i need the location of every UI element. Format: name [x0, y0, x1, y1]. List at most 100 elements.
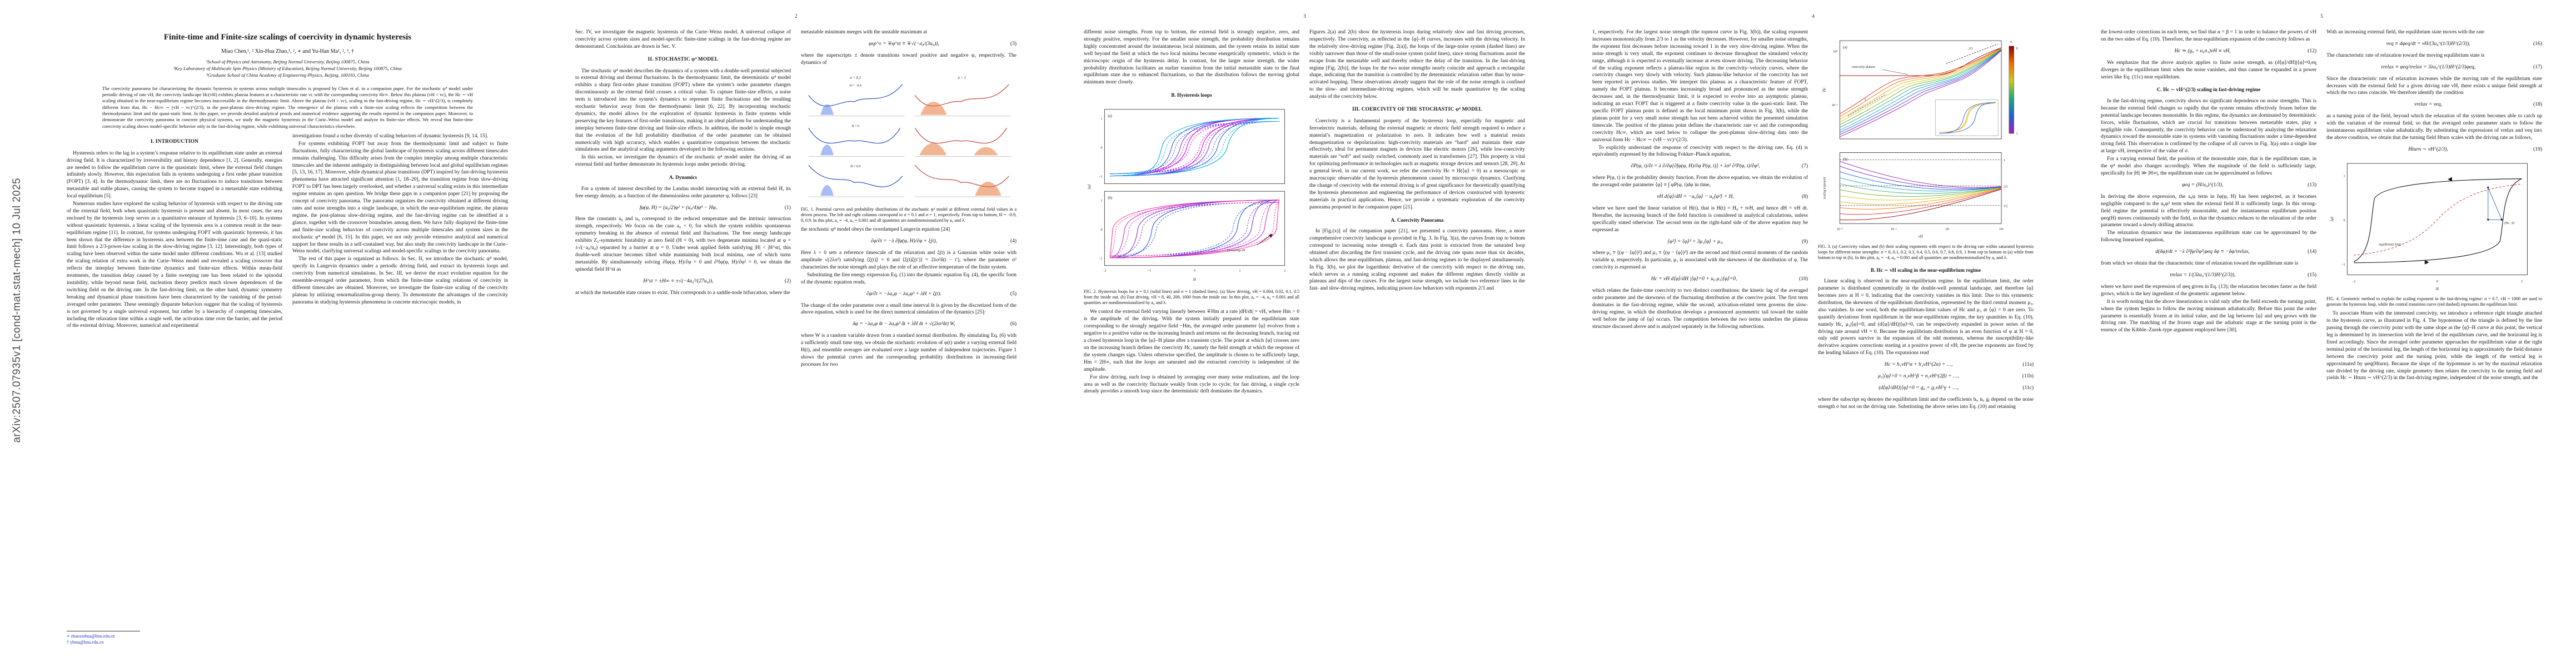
figure-2-caption: FIG. 2. Hysteresis loops for σ = 0.1 (so… — [1084, 288, 1299, 306]
paragraph: We emphasize that the above analysis app… — [2101, 59, 2316, 80]
equation-16: veq ≡ dφeq/dt = vH/(3u₀^(1/3)H^(2/3)), (… — [2326, 41, 2542, 48]
exponent-curve — [1840, 188, 2002, 221]
equation-number: (6) — [1010, 321, 1017, 327]
slope-guide-fast — [1946, 43, 1999, 64]
equation-body: fφ(φ, H) = (a₀/2)φ² + (u₀/4)φ⁴ − Hφ, — [639, 205, 718, 211]
page-5: 5 the lowest-order corrections in each t… — [2067, 0, 2576, 667]
loop-arrow-right — [2424, 260, 2429, 265]
equation-body: Hturn ∼ vH^(2/3), — [2408, 146, 2448, 152]
equation-number: (2) — [784, 278, 791, 284]
potential-curve — [808, 127, 901, 143]
page-number: 4 — [1812, 13, 1815, 19]
exponent-curve — [1840, 161, 2002, 188]
figure-3-caption: FIG. 3. (a) Coercivity values and (b) th… — [1818, 244, 2034, 261]
equation-body: ⟨φ³⟩ = ⟨φ⟩³ + 3μ₂⟨φ⟩ + μ₃, — [1667, 238, 1723, 245]
x-tick: 10⁻³ — [1837, 228, 1843, 231]
page-4: 4 1, respectively. For the largest noise… — [1559, 0, 2067, 667]
probability-distribution — [820, 185, 834, 196]
figure-2-plot: (a) (b) — [1087, 109, 1285, 282]
paragraph: The characteristic rate of relaxation to… — [2326, 52, 2485, 58]
y-tick: 1 — [1100, 200, 1102, 203]
y-tick: 1 — [2343, 175, 2345, 178]
page3-left-column: different noise strengths. From top to b… — [1084, 29, 1299, 396]
probability-distribution — [919, 142, 947, 156]
x-tick: 0 — [2437, 280, 2438, 283]
figure-3-plot: (a) (b) — [1823, 40, 2018, 239]
equation-4: ∂φ/∂t = −λ ∂fφ(φ, H)/∂φ + ξ(t), (4) — [801, 238, 1017, 245]
hysteresis-loop-dashed — [1110, 202, 1279, 257]
hysteresis-loop-dashed — [1110, 121, 1279, 174]
arxiv-watermark: arXiv:2507.07935v1 [cond-mat.stat-mech] … — [11, 178, 23, 443]
paragraph: In [Fig.(x)] of the companion paper [21]… — [1309, 228, 1525, 292]
paragraph: Hysteresis refers to the lag in a system… — [67, 150, 282, 200]
subsection-heading-fast-scaling: C. Hc ∼ vH^(2/3) scaling in fast-driving… — [2156, 87, 2261, 93]
slope-guide-fast-label: 2/3 — [1969, 47, 1973, 51]
hysteresis-loop — [1110, 200, 1279, 258]
paragraph: Here the constants a₀ and u₀ correspond … — [575, 216, 791, 272]
figure-1: σ = 0.1 σ = 1 H = −0.9 H = 0 H = 0.9 — [801, 71, 1017, 224]
equation-number: (11c) — [2022, 385, 2034, 391]
paragraph: where μ₂ ≡ ⟨(φ − ⟨φ⟩)²⟩ and μ₃ ≡ ⟨(φ − ⟨… — [1592, 250, 1808, 271]
paragraph: Substituting the free energy expression … — [801, 272, 1017, 285]
equation-body: φsp^± = ∓φ^st ≡ ∓√(−a₀/(3u₀)), — [869, 41, 939, 47]
page3-right-column: Figures 2(a) and 2(b) show the hysteresi… — [1309, 29, 1525, 396]
paragraph: where we have used the expression of φeq… — [2101, 283, 2316, 297]
paragraph: the stochastic φ⁴ model obeys the overda… — [801, 227, 950, 233]
paragraph: Here λ > 0 sets a reference timescale of… — [801, 250, 1017, 270]
x-axis-label: vH — [1919, 235, 1924, 239]
equation-6: δφ = −λa₀φ δt − λu₀φ³ δt + λH δt + √(2λσ… — [801, 321, 1017, 328]
plot-frame — [2346, 163, 2528, 275]
annotation-line — [1882, 69, 1909, 75]
figure-1-plot: σ = 0.1 σ = 1 H = −0.9 H = 0 H = 0.9 — [808, 76, 1012, 197]
page-1: Finite-time and Finite-size scalings of … — [33, 0, 542, 667]
x-tick: 10⁻¹ — [1891, 228, 1897, 231]
page-number: 3 — [1303, 13, 1306, 19]
equation-10: Hc = vH d⟨φ⟩/dH |⟨φ⟩=0 + u₀ μ₃|⟨φ⟩=0, (1… — [1592, 276, 1808, 283]
paragraph: which relates the finite-time coercivity… — [1592, 288, 1808, 330]
y-tick: 0 — [2343, 219, 2345, 222]
affiliation-3: ³Graduate School of China Academy of Eng… — [206, 72, 369, 78]
probability-distribution — [974, 147, 998, 156]
paper-title: Finite-time and Finite-size scalings of … — [163, 33, 412, 42]
paragraph: at which the metastable state ceases to … — [575, 290, 790, 296]
affiliation-1: ¹School of Physics and Astronomy, Beijin… — [206, 58, 370, 64]
colorbar-title: σ — [2010, 41, 2012, 44]
equation-body: d(δφ)/dt = −λ ∂²fφ/∂φ²|φeq δφ ≡ −δφ/τrel… — [2155, 249, 2250, 255]
inset-loop — [1939, 102, 1996, 134]
slope-guide-slow — [1847, 94, 1886, 117]
page5-left-column: the lowest-order corrections in each ter… — [2101, 29, 2316, 382]
equation-11b: μ₃|⟨φ⟩=0 = n₁vH^β + n₂vH^(2β) + …, (11b) — [1818, 373, 2034, 380]
panel-b-label: (b) — [1108, 196, 1112, 200]
footnote-email-2[interactable]: † yhma@bnu.edu.cn — [67, 640, 104, 645]
page4-right-column: (a) (b) — [1818, 29, 2034, 411]
y-tick: 10⁰ — [1833, 50, 1838, 54]
figure-4-caption: FIG. 4. Geometric method to explain the … — [2326, 296, 2542, 307]
exponent-curve — [1840, 187, 2002, 201]
hysteresis-loop — [1110, 117, 1279, 176]
y-tick: 0 — [1100, 228, 1102, 232]
paragraph: To explicitly understand the response of… — [1592, 145, 1808, 158]
equation-number: (16) — [2533, 41, 2542, 47]
x-tick: 10¹ — [1945, 228, 1950, 231]
paragraph: With an increasing external field, the e… — [2326, 29, 2484, 35]
potential-curve — [914, 127, 1007, 143]
y-tick: −1 — [1099, 175, 1102, 178]
paragraph: metastable minimum merges with the unsta… — [801, 29, 927, 35]
hysteresis-loop-dashed — [1110, 202, 1279, 257]
exponent-curve — [1840, 171, 2002, 190]
equation-number: (17) — [2533, 64, 2542, 70]
paragraph: The stochastic φ⁴ model describes the dy… — [575, 68, 791, 153]
footnote-email-1[interactable]: ∗ zhaoxinhua@bnu.edu.cn — [67, 633, 115, 639]
equation-body: (d⟨φ⟩/dH)|⟨φ⟩=0 = g₀ + g₁vH^γ + …, — [1879, 385, 1959, 391]
subsection-heading-linear-scaling: B. Hc ∼ vH scaling in the near-equilibri… — [1870, 267, 1981, 273]
paragraph: For slow driving, each loop is obtained … — [1084, 374, 1299, 395]
paragraph: The change of the order parameter over a… — [801, 302, 1017, 316]
y-axis-label-a: Hc — [1823, 88, 1827, 93]
paragraph: the lowest-order corrections in each ter… — [2101, 29, 2316, 42]
colorbar-bottom-label: 1 — [2016, 132, 2018, 136]
coercivity-curve — [1840, 49, 2002, 128]
x-tick: 2 — [1284, 269, 1285, 272]
equation-number: (18) — [2533, 102, 2542, 108]
equilibrium-label: equilibrium limit — [2379, 243, 2401, 246]
sigma-colorbar — [2009, 46, 2014, 134]
